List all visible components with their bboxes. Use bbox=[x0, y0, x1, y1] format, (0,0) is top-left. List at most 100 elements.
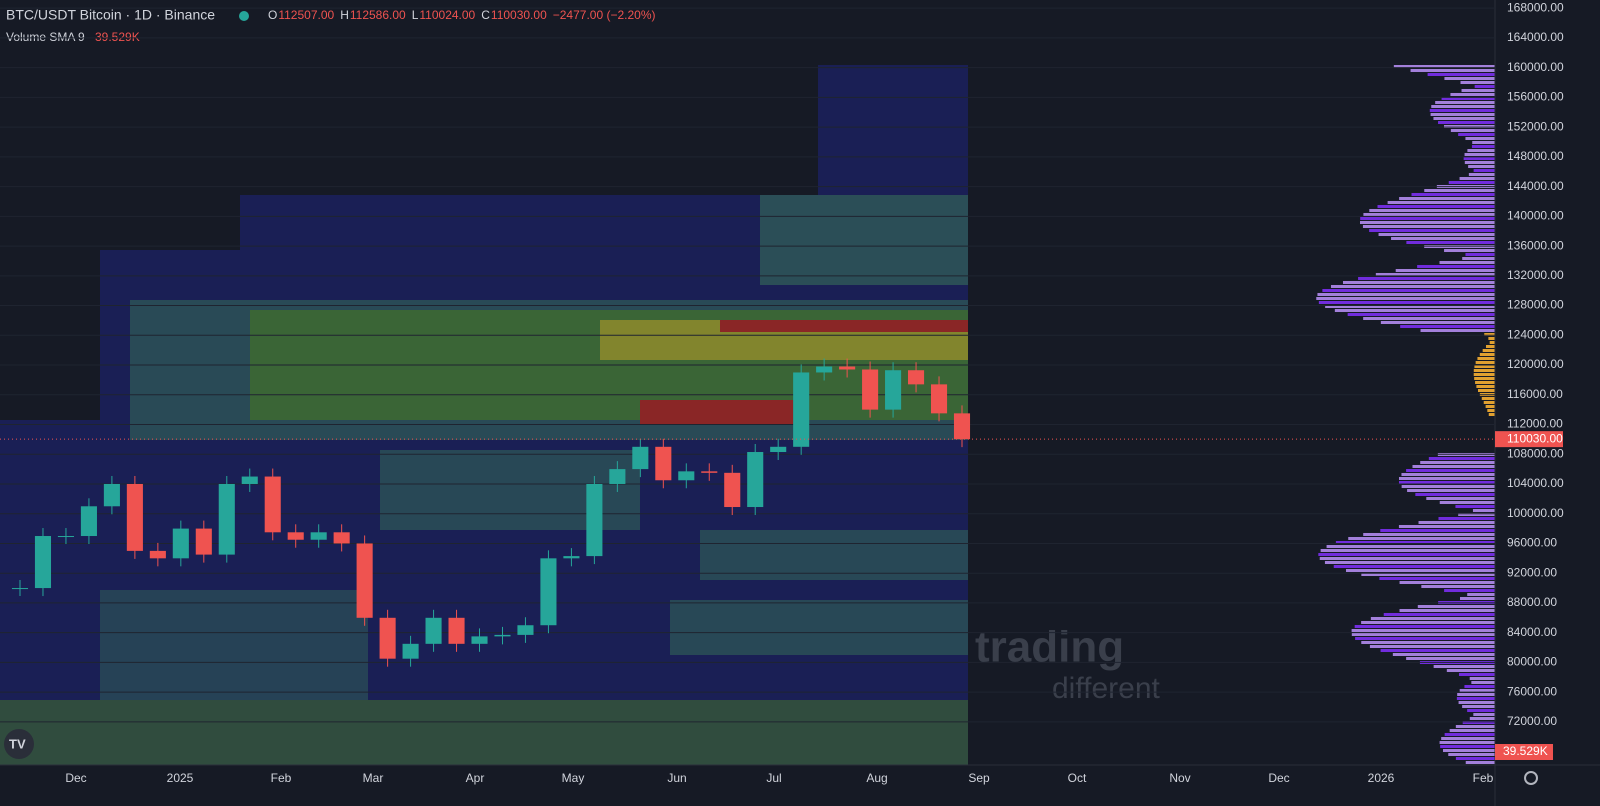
profile-block bbox=[818, 65, 968, 200]
profile-bar bbox=[1441, 737, 1495, 740]
price-badge-label: 110030.00 bbox=[1507, 431, 1563, 445]
profile-bar bbox=[1359, 221, 1495, 224]
profile-bar bbox=[1377, 205, 1495, 208]
change: −2477.00 (−2.20%) bbox=[553, 8, 656, 22]
profile-bar bbox=[1399, 477, 1495, 480]
x-tick-label: Mar bbox=[363, 771, 384, 785]
profile-bar bbox=[1361, 621, 1495, 624]
x-tick-label: Jul bbox=[766, 771, 781, 785]
profile-bar bbox=[1412, 465, 1495, 468]
candle bbox=[11, 588, 29, 590]
candle bbox=[356, 543, 373, 618]
x-tick-label: Dec bbox=[65, 771, 86, 785]
profile-bar bbox=[1428, 457, 1495, 460]
candle bbox=[494, 634, 511, 637]
profile-bar bbox=[1458, 701, 1495, 704]
candle bbox=[471, 636, 488, 644]
profile-bar bbox=[1467, 709, 1495, 712]
profile-bar bbox=[1333, 565, 1495, 568]
price-badge bbox=[1495, 431, 1563, 448]
profile-bar bbox=[1424, 189, 1495, 192]
candle bbox=[172, 528, 189, 559]
y-tick-label: 104000.00 bbox=[1507, 476, 1564, 490]
candle bbox=[448, 617, 465, 644]
profile-bar bbox=[1473, 373, 1495, 376]
profile-bar bbox=[1351, 629, 1495, 632]
profile-bar bbox=[1484, 333, 1495, 336]
profile-bar bbox=[1475, 381, 1495, 384]
volume-badge-label: 39.529K bbox=[1503, 744, 1548, 758]
side-profile bbox=[1316, 65, 1495, 764]
candle bbox=[310, 532, 327, 540]
profile-bar bbox=[1420, 461, 1495, 464]
candle bbox=[264, 476, 281, 533]
profile-bar bbox=[1354, 625, 1495, 628]
profile-bar bbox=[1406, 469, 1495, 472]
profile-bar bbox=[1380, 649, 1495, 652]
y-tick-label: 100000.00 bbox=[1507, 506, 1564, 520]
y-tick-label: 92000.00 bbox=[1507, 565, 1557, 579]
candle bbox=[885, 370, 902, 410]
profile-bar bbox=[1316, 297, 1495, 300]
profile-bar bbox=[1429, 109, 1495, 112]
y-tick-label: 144000.00 bbox=[1507, 179, 1564, 193]
profile-bar bbox=[1472, 141, 1495, 144]
profile-band bbox=[0, 700, 968, 765]
profile-bar bbox=[1485, 405, 1495, 408]
profile-bar bbox=[1476, 385, 1495, 388]
logo-mark: TV bbox=[9, 736, 26, 751]
profile-bar bbox=[1348, 537, 1495, 540]
y-tick-label: 80000.00 bbox=[1507, 655, 1557, 669]
profile-bar bbox=[1464, 685, 1495, 688]
profile-bar bbox=[1369, 645, 1495, 648]
profile-bar bbox=[1320, 549, 1495, 552]
profile-bar bbox=[1483, 401, 1495, 404]
y-tick-label: 132000.00 bbox=[1507, 268, 1564, 282]
candle bbox=[586, 483, 603, 557]
profile-bar bbox=[1399, 197, 1495, 200]
profile-bar bbox=[1488, 413, 1495, 416]
profile-bar bbox=[1319, 557, 1495, 560]
ohlc-value: 112507.00 bbox=[278, 8, 334, 22]
profile-bar bbox=[1455, 725, 1495, 728]
candle bbox=[241, 476, 258, 484]
candle bbox=[402, 643, 419, 659]
profile-bar bbox=[1477, 389, 1495, 392]
logo[interactable] bbox=[4, 729, 34, 759]
profile-bar bbox=[1326, 545, 1495, 548]
profile-bar bbox=[1439, 741, 1495, 744]
candle bbox=[770, 446, 787, 453]
x-tick-label: Apr bbox=[466, 771, 485, 785]
profile-bar bbox=[1467, 149, 1495, 152]
settings-icon[interactable] bbox=[1524, 771, 1538, 785]
profile-bar bbox=[1469, 677, 1495, 680]
y-tick-label: 112000.00 bbox=[1507, 417, 1563, 431]
x-tick-label: Feb bbox=[1473, 771, 1494, 785]
profile-bar bbox=[1417, 605, 1495, 608]
profile-bar bbox=[1448, 181, 1495, 184]
profile-bar bbox=[1463, 157, 1495, 160]
profile-bar bbox=[1444, 733, 1495, 736]
profile-bar bbox=[1441, 97, 1495, 100]
profile-bar bbox=[1472, 509, 1495, 512]
y-tick-label: 160000.00 bbox=[1507, 60, 1564, 74]
candle bbox=[149, 550, 166, 559]
y-tick-label: 120000.00 bbox=[1507, 357, 1564, 371]
profile-bar bbox=[1471, 681, 1495, 684]
candle bbox=[678, 471, 695, 481]
y-tick-label: 72000.00 bbox=[1507, 714, 1557, 728]
profile-bar bbox=[1465, 253, 1495, 256]
y-tick-label: 168000.00 bbox=[1507, 0, 1564, 14]
profile-bar bbox=[1438, 121, 1495, 124]
profile-bar bbox=[1473, 169, 1495, 172]
profile-bar bbox=[1474, 377, 1495, 380]
candle bbox=[287, 532, 304, 540]
profile-bar bbox=[1469, 717, 1495, 720]
y-tick-label: 76000.00 bbox=[1507, 684, 1557, 698]
y-tick-label: 116000.00 bbox=[1507, 387, 1563, 401]
profile-band bbox=[760, 195, 968, 285]
profile-bar bbox=[1401, 485, 1495, 488]
profile-bar bbox=[1458, 133, 1495, 136]
candle bbox=[908, 370, 925, 385]
candle bbox=[862, 369, 879, 410]
